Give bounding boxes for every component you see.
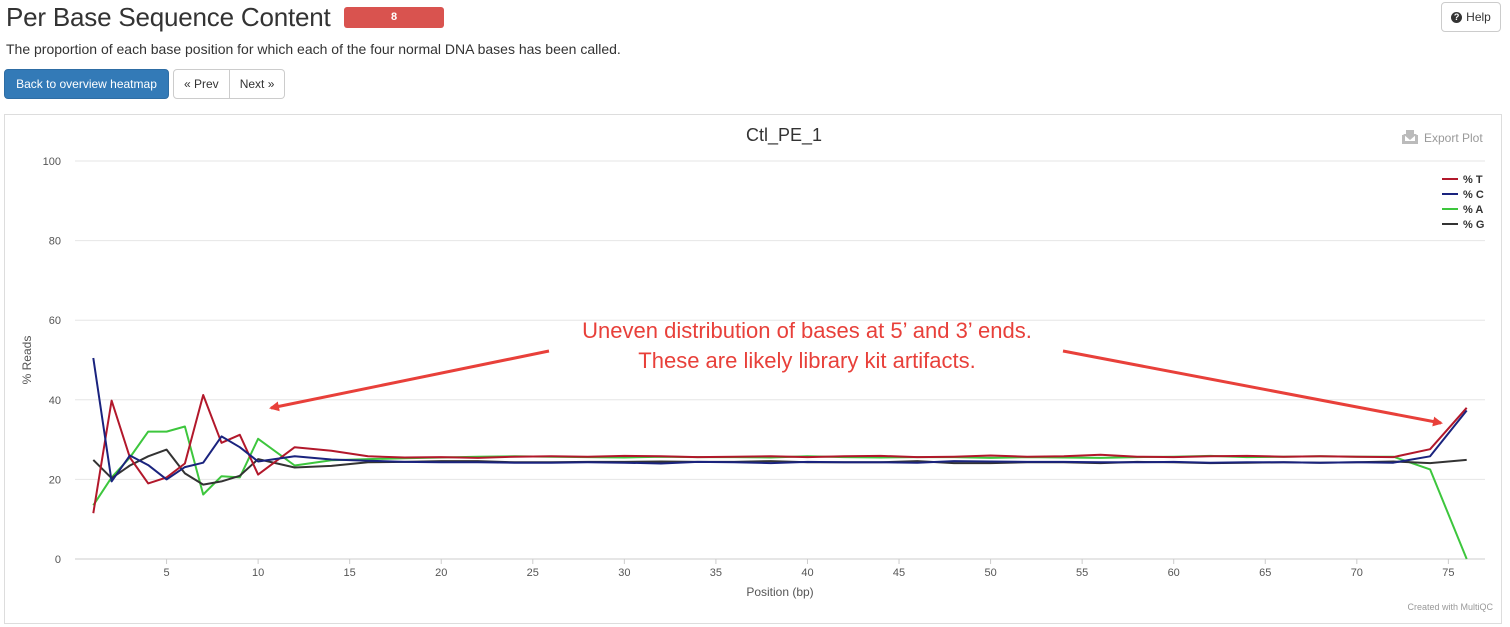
y-tick-label: 20	[49, 474, 61, 486]
x-tick-label: 15	[344, 567, 356, 579]
chart-legend: % T % C % A % G	[1442, 174, 1484, 231]
y-axis-title: % Reads	[20, 336, 34, 385]
chart-title: Ctl_PE_1	[746, 125, 822, 146]
annotation-line-1: Uneven distribution of bases at 5’ and 3…	[582, 318, 1032, 343]
x-tick-label: 75	[1442, 567, 1454, 579]
legend-item[interactable]: % A	[1463, 204, 1483, 216]
help-label: Help	[1466, 10, 1491, 24]
annotation-arrow-right	[1062, 349, 1443, 427]
x-tick-label: 50	[984, 567, 996, 579]
legend-item[interactable]: % C	[1463, 189, 1484, 201]
x-tick-label: 20	[435, 567, 447, 579]
series-line-a[interactable]	[92, 425, 1468, 560]
pager: « Prev Next »	[173, 69, 286, 99]
credit-text: Created with MultiQC	[1407, 602, 1493, 612]
y-tick-label: 0	[55, 554, 61, 566]
y-tick-label: 100	[43, 156, 61, 168]
x-tick-label: 35	[710, 567, 722, 579]
y-tick-label: 80	[49, 236, 61, 248]
y-tick-label: 40	[49, 395, 61, 407]
legend-item[interactable]: % T	[1463, 174, 1483, 186]
x-tick-label: 25	[527, 567, 539, 579]
export-plot-label: Export Plot	[1424, 131, 1483, 145]
annotation-line-2: These are likely library kit artifacts.	[638, 348, 975, 373]
download-icon	[1402, 130, 1418, 144]
help-button[interactable]: ? Help	[1441, 2, 1501, 32]
x-tick-label: 65	[1259, 567, 1271, 579]
x-tick-label: 55	[1076, 567, 1088, 579]
y-tick-label: 60	[49, 315, 61, 327]
next-button[interactable]: Next »	[229, 69, 286, 99]
x-tick-label: 45	[893, 567, 905, 579]
page-title: Per Base Sequence Content	[6, 2, 331, 32]
annotation-arrow-left	[269, 349, 550, 412]
x-tick-label: 5	[163, 567, 169, 579]
back-to-heatmap-button[interactable]: Back to overview heatmap	[4, 69, 169, 99]
series-line-t[interactable]	[92, 394, 1468, 514]
plot-panel: 0 20 40 60 80 100 5 10 15 20 25 30 35 40 45 50 55 60 65 70 7…	[4, 114, 1502, 624]
line-chart: 0 20 40 60 80 100 5 10 15 20 25 30 35 40 45 50 55 60 65 70 7…	[20, 125, 1493, 612]
x-tick-label: 70	[1351, 567, 1363, 579]
x-tick-label: 60	[1168, 567, 1180, 579]
annotation: Uneven distribution of bases at 5’ and 3…	[269, 318, 1443, 427]
prev-button[interactable]: « Prev	[173, 69, 230, 99]
x-axis-title: Position (bp)	[746, 585, 813, 599]
legend-item[interactable]: % G	[1463, 219, 1484, 231]
series-line-c[interactable]	[92, 357, 1468, 483]
section-description: The proportion of each base position for…	[6, 41, 621, 57]
x-tick-label: 10	[252, 567, 264, 579]
status-badge: 8	[344, 7, 444, 28]
x-tick-label: 40	[801, 567, 813, 579]
question-icon: ?	[1451, 11, 1463, 23]
x-tick-label: 30	[618, 567, 630, 579]
export-plot-button[interactable]: Export Plot	[1402, 130, 1483, 145]
